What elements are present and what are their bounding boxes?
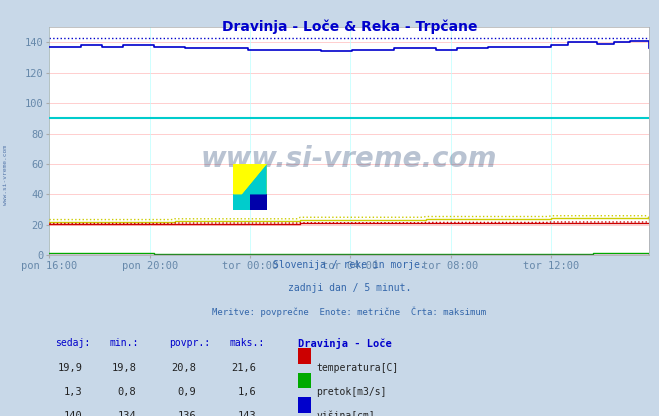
Text: 140: 140 — [64, 411, 82, 416]
Bar — [299, 373, 312, 389]
Text: 1,3: 1,3 — [64, 387, 82, 397]
Polygon shape — [233, 164, 267, 194]
Text: višina[cm]: višina[cm] — [316, 411, 375, 416]
Text: sedaj:: sedaj: — [55, 338, 91, 348]
Text: 0,9: 0,9 — [177, 387, 196, 397]
Text: 19,8: 19,8 — [111, 362, 136, 373]
Text: Dravinja - Loče & Reka - Trpčane: Dravinja - Loče & Reka - Trpčane — [221, 20, 477, 35]
Text: Dravinja - Loče: Dravinja - Loče — [299, 338, 392, 349]
Text: www.si-vreme.com: www.si-vreme.com — [201, 146, 498, 173]
Text: pretok[m3/s]: pretok[m3/s] — [316, 387, 387, 397]
Text: 21,6: 21,6 — [231, 362, 256, 373]
Polygon shape — [242, 164, 267, 194]
Text: www.si-vreme.com: www.si-vreme.com — [3, 145, 8, 205]
Text: 1,6: 1,6 — [237, 387, 256, 397]
Bar — [299, 349, 312, 364]
Text: min.:: min.: — [109, 338, 139, 348]
Text: 134: 134 — [117, 411, 136, 416]
Bar — [233, 164, 267, 194]
Text: 136: 136 — [177, 411, 196, 416]
Text: Meritve: povprečne  Enote: metrične  Črta: maksimum: Meritve: povprečne Enote: metrične Črta:… — [212, 307, 486, 317]
Text: 0,8: 0,8 — [117, 387, 136, 397]
Bar — [299, 397, 312, 413]
Text: 20,8: 20,8 — [171, 362, 196, 373]
Text: 143: 143 — [237, 411, 256, 416]
Text: povpr.:: povpr.: — [169, 338, 210, 348]
Text: zadnji dan / 5 minut.: zadnji dan / 5 minut. — [287, 283, 411, 293]
Text: Slovenija / reke in morje.: Slovenija / reke in morje. — [273, 260, 426, 270]
Bar — [233, 194, 250, 210]
Text: 19,9: 19,9 — [57, 362, 82, 373]
Bar — [250, 194, 267, 210]
Text: temperatura[C]: temperatura[C] — [316, 362, 399, 373]
Text: maks.:: maks.: — [229, 338, 264, 348]
